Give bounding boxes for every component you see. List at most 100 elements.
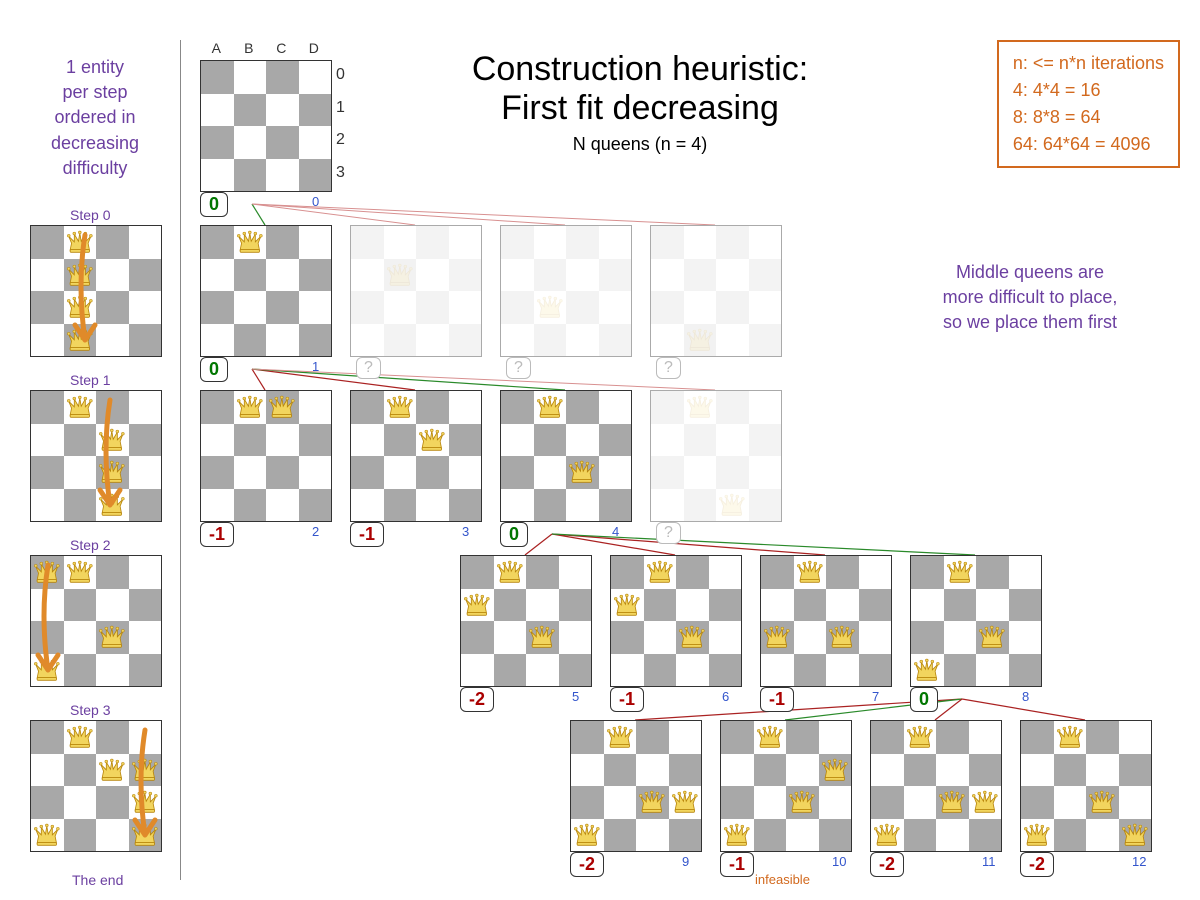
- board-cell: [501, 324, 534, 357]
- score-badge: -1: [610, 687, 644, 712]
- board-cell: [1054, 721, 1087, 754]
- board-cell: [721, 819, 754, 852]
- board-cell: [299, 94, 332, 127]
- board-cell: [651, 424, 684, 457]
- board-cell: [644, 621, 677, 654]
- board-cell: [234, 489, 267, 522]
- board-cell: [201, 424, 234, 457]
- board-cell: [266, 456, 299, 489]
- board-cell: [31, 226, 64, 259]
- board-cell: [794, 556, 827, 589]
- board-cell: [64, 424, 97, 457]
- board-cell: [494, 556, 527, 589]
- board-cell: [1086, 786, 1119, 819]
- step-label: Step 2: [70, 537, 110, 553]
- index-label: 4: [612, 524, 619, 539]
- right-note: Middle queens aremore difficult to place…: [900, 260, 1160, 336]
- board-cell: [234, 259, 267, 292]
- board-cell: [571, 721, 604, 754]
- board-cell: [64, 489, 97, 522]
- board-cell: [1054, 819, 1087, 852]
- board-cell: [416, 291, 449, 324]
- complexity-box: n: <= n*n iterations 4: 4*4 = 16 8: 8*8 …: [997, 40, 1180, 168]
- score-badge: -2: [870, 852, 904, 877]
- board-cell: [384, 424, 417, 457]
- board-cell: [31, 786, 64, 819]
- board-cell: [716, 456, 749, 489]
- board-cell: [819, 786, 852, 819]
- board-cell: [944, 621, 977, 654]
- board-cell: [651, 324, 684, 357]
- board-cell: [96, 589, 129, 622]
- board-cell: [129, 391, 162, 424]
- board-cell: [904, 786, 937, 819]
- connector-line: [552, 534, 825, 555]
- chessboard: [500, 390, 632, 522]
- board-cell: [351, 324, 384, 357]
- connector-line: [252, 204, 415, 225]
- board-cell: [64, 391, 97, 424]
- board-cell: [794, 654, 827, 687]
- board-cell: [859, 621, 892, 654]
- board-cell: [566, 424, 599, 457]
- board-cell: [201, 391, 234, 424]
- board-cell: [1086, 819, 1119, 852]
- board-cell: [534, 391, 567, 424]
- board-cell: [129, 489, 162, 522]
- title-block: Construction heuristic: First fit decrea…: [400, 50, 880, 155]
- score-badge: -1: [720, 852, 754, 877]
- board-cell: [234, 61, 267, 94]
- board-cell: [384, 489, 417, 522]
- board-cell: [96, 754, 129, 787]
- board-cell: [944, 556, 977, 589]
- chessboard: [30, 225, 162, 357]
- score-badge: -1: [200, 522, 234, 547]
- step-label: Step 0: [70, 207, 110, 223]
- board-cell: [669, 721, 702, 754]
- board-cell: [749, 324, 782, 357]
- board-cell: [976, 556, 1009, 589]
- connector-line: [252, 204, 265, 225]
- board-cell: [826, 654, 859, 687]
- board-cell: [1009, 654, 1042, 687]
- board-cell: [761, 556, 794, 589]
- board-cell: [96, 621, 129, 654]
- board-cell: [416, 424, 449, 457]
- index-label: 0: [312, 194, 319, 209]
- board-cell: [31, 489, 64, 522]
- board-cell: [976, 589, 1009, 622]
- board-cell: [566, 226, 599, 259]
- board-cell: [1009, 621, 1042, 654]
- board-cell: [534, 424, 567, 457]
- board-cell: [299, 424, 332, 457]
- board-cell: [266, 94, 299, 127]
- board-cell: [644, 556, 677, 589]
- board-cell: [904, 819, 937, 852]
- board-cell: [1119, 819, 1152, 852]
- board-cell: [599, 324, 632, 357]
- board-cell: [266, 61, 299, 94]
- board-cell: [526, 556, 559, 589]
- complexity-row: 64: 64*64 = 4096: [1013, 131, 1164, 158]
- board-cell: [716, 291, 749, 324]
- board-cell: [599, 291, 632, 324]
- board-cell: [651, 259, 684, 292]
- board-cell: [936, 754, 969, 787]
- complexity-row: 8: 8*8 = 64: [1013, 104, 1164, 131]
- board-cell: [1086, 721, 1119, 754]
- board-cell: [416, 456, 449, 489]
- board-cell: [31, 259, 64, 292]
- board-cell: [494, 621, 527, 654]
- end-label: The end: [72, 872, 123, 888]
- board-cell: [709, 621, 742, 654]
- board-cell: [266, 424, 299, 457]
- board-cell: [636, 754, 669, 787]
- board-cell: [449, 489, 482, 522]
- board-cell: [709, 654, 742, 687]
- board-cell: [234, 291, 267, 324]
- board-cell: [651, 226, 684, 259]
- board-cell: [1054, 786, 1087, 819]
- title-line1: Construction heuristic:: [400, 50, 880, 89]
- board-cell: [234, 126, 267, 159]
- board-cell: [351, 489, 384, 522]
